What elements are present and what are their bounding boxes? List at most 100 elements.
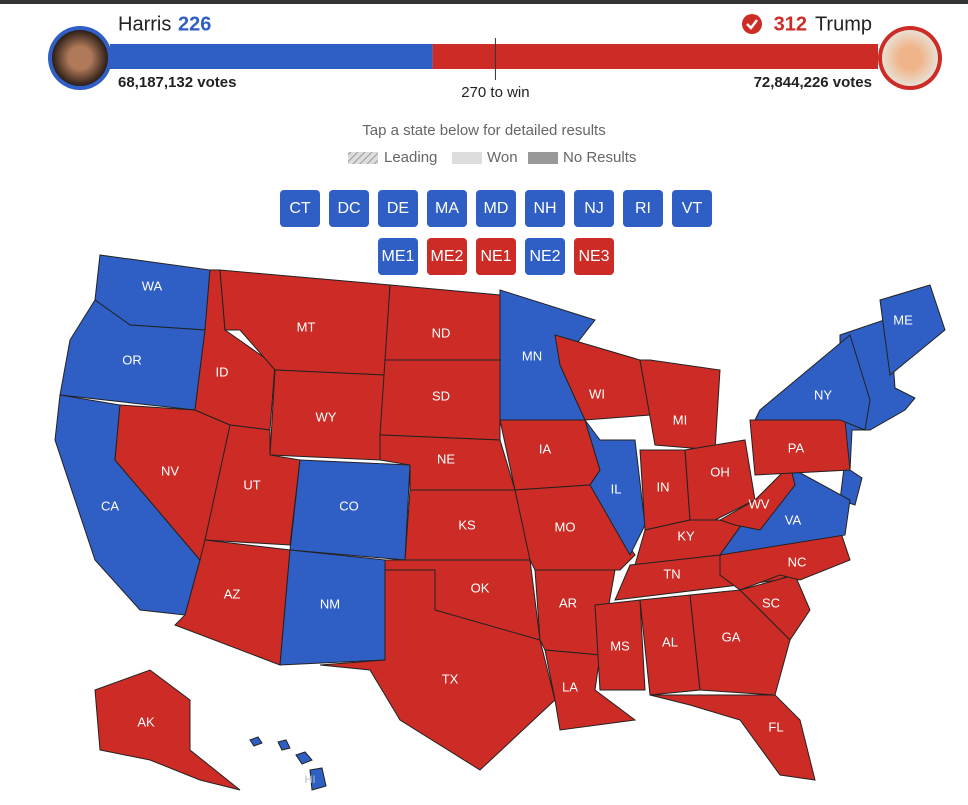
state-label: ND	[432, 325, 451, 340]
state-button-bg[interactable]	[427, 238, 467, 275]
state-button[interactable]: MD	[476, 190, 516, 227]
state-label: WI	[589, 386, 605, 401]
state-button[interactable]: NH	[525, 190, 565, 227]
state-label: NC	[788, 554, 807, 569]
state[interactable]	[718, 464, 796, 531]
state-button-label[interactable]: NE3	[578, 248, 609, 265]
harris-bar	[110, 44, 433, 69]
state-button[interactable]: MA	[427, 190, 467, 227]
harris-electoral-votes: 226	[178, 13, 211, 35]
state-button-bg[interactable]	[525, 190, 565, 227]
state-button[interactable]: ME1	[378, 238, 418, 275]
state-label: MS	[610, 638, 630, 653]
win-label: 270 to win	[461, 84, 529, 101]
state[interactable]	[689, 589, 791, 696]
state-button[interactable]: DE	[378, 190, 418, 227]
state-label: AK	[137, 714, 155, 729]
state[interactable]	[594, 599, 646, 691]
state-button-bg[interactable]	[525, 238, 565, 275]
state-button-bg[interactable]	[574, 238, 614, 275]
state-button[interactable]: CT	[280, 190, 320, 227]
state-button[interactable]: RI	[623, 190, 663, 227]
state-label: AR	[559, 595, 577, 610]
state-label: KS	[458, 517, 476, 532]
harris-photo	[52, 30, 108, 86]
state-button-bg[interactable]	[623, 190, 663, 227]
state-button-bg[interactable]	[378, 238, 418, 275]
state-button-bg[interactable]	[476, 238, 516, 275]
state[interactable]	[249, 736, 327, 791]
state-label: ME	[893, 312, 913, 327]
state[interactable]	[639, 359, 721, 451]
state[interactable]	[554, 334, 651, 421]
state[interactable]	[739, 574, 811, 641]
state-label: ID	[216, 364, 229, 379]
state-button[interactable]: NE3	[574, 238, 614, 275]
state-button[interactable]: NE2	[525, 238, 565, 275]
state-label: TN	[663, 566, 680, 581]
state-label: MI	[673, 412, 687, 427]
state-button-bg[interactable]	[574, 190, 614, 227]
state-label: CO	[339, 498, 359, 513]
state-button-label[interactable]: DC	[337, 200, 360, 217]
legend-label: Won	[487, 149, 518, 166]
state-button-label[interactable]: NH	[533, 200, 556, 217]
state-label: NE	[437, 451, 455, 466]
state-button-label[interactable]: MA	[435, 200, 459, 217]
state-button-bg[interactable]	[280, 190, 320, 227]
top-border	[0, 0, 968, 4]
state-button-bg[interactable]	[329, 190, 369, 227]
us-map: WA OR CA NV ID MT WY UT CO AZ NM ND SD NE KS OK TX MN IA MO…	[54, 254, 946, 791]
trump-bar	[432, 44, 878, 69]
state-label: IL	[611, 481, 622, 496]
state-label: KY	[677, 528, 695, 543]
trump-photo	[882, 30, 938, 86]
state-button-label[interactable]: ME2	[431, 248, 464, 265]
state-button-label[interactable]: CT	[289, 200, 311, 217]
state-button-bg[interactable]	[427, 190, 467, 227]
state[interactable]	[754, 334, 871, 431]
state-label: LA	[562, 679, 578, 694]
state-label: WA	[142, 278, 163, 293]
state-button-bg[interactable]	[672, 190, 712, 227]
state-button[interactable]: VT	[672, 190, 712, 227]
state-button-label[interactable]: NJ	[584, 200, 604, 217]
state-label: MT	[297, 319, 316, 334]
state-button[interactable]: NE1	[476, 238, 516, 275]
state-button-label[interactable]: RI	[635, 200, 651, 217]
state-label: OK	[471, 580, 490, 595]
state-button-label[interactable]: DE	[387, 200, 409, 217]
state-button-bg[interactable]	[476, 190, 516, 227]
state-button-label[interactable]: MD	[484, 200, 509, 217]
state-label: OR	[122, 352, 142, 367]
state[interactable]	[649, 694, 816, 781]
state-button-label[interactable]: ME1	[382, 248, 415, 265]
state-label: PA	[788, 440, 805, 455]
state-label: GA	[722, 629, 741, 644]
state-label: NM	[320, 596, 340, 611]
state[interactable]	[879, 284, 946, 376]
state-label: AL	[662, 634, 678, 649]
legend-swatch-won	[452, 152, 482, 164]
state-label: CA	[101, 498, 119, 513]
trump-name: Trump	[815, 13, 872, 35]
state-label: SC	[762, 595, 780, 610]
state[interactable]	[94, 669, 241, 791]
state[interactable]	[319, 569, 556, 771]
state-label: UT	[243, 477, 260, 492]
state[interactable]	[384, 284, 501, 361]
instructions: Tap a state below for detailed results	[362, 122, 605, 139]
state-button[interactable]: ME2	[427, 238, 467, 275]
state-label: HI	[305, 774, 316, 786]
state[interactable]	[584, 419, 646, 557]
state-label: NV	[161, 463, 179, 478]
state-label: VA	[785, 512, 802, 527]
state[interactable]	[684, 439, 756, 521]
state-button[interactable]: DC	[329, 190, 369, 227]
state-button-bg[interactable]	[378, 190, 418, 227]
state-label: IN	[657, 479, 670, 494]
state-button-label[interactable]: VT	[682, 200, 703, 217]
state-button-label[interactable]: NE2	[529, 248, 560, 265]
state-button[interactable]: NJ	[574, 190, 614, 227]
state-button-label[interactable]: NE1	[480, 248, 511, 265]
